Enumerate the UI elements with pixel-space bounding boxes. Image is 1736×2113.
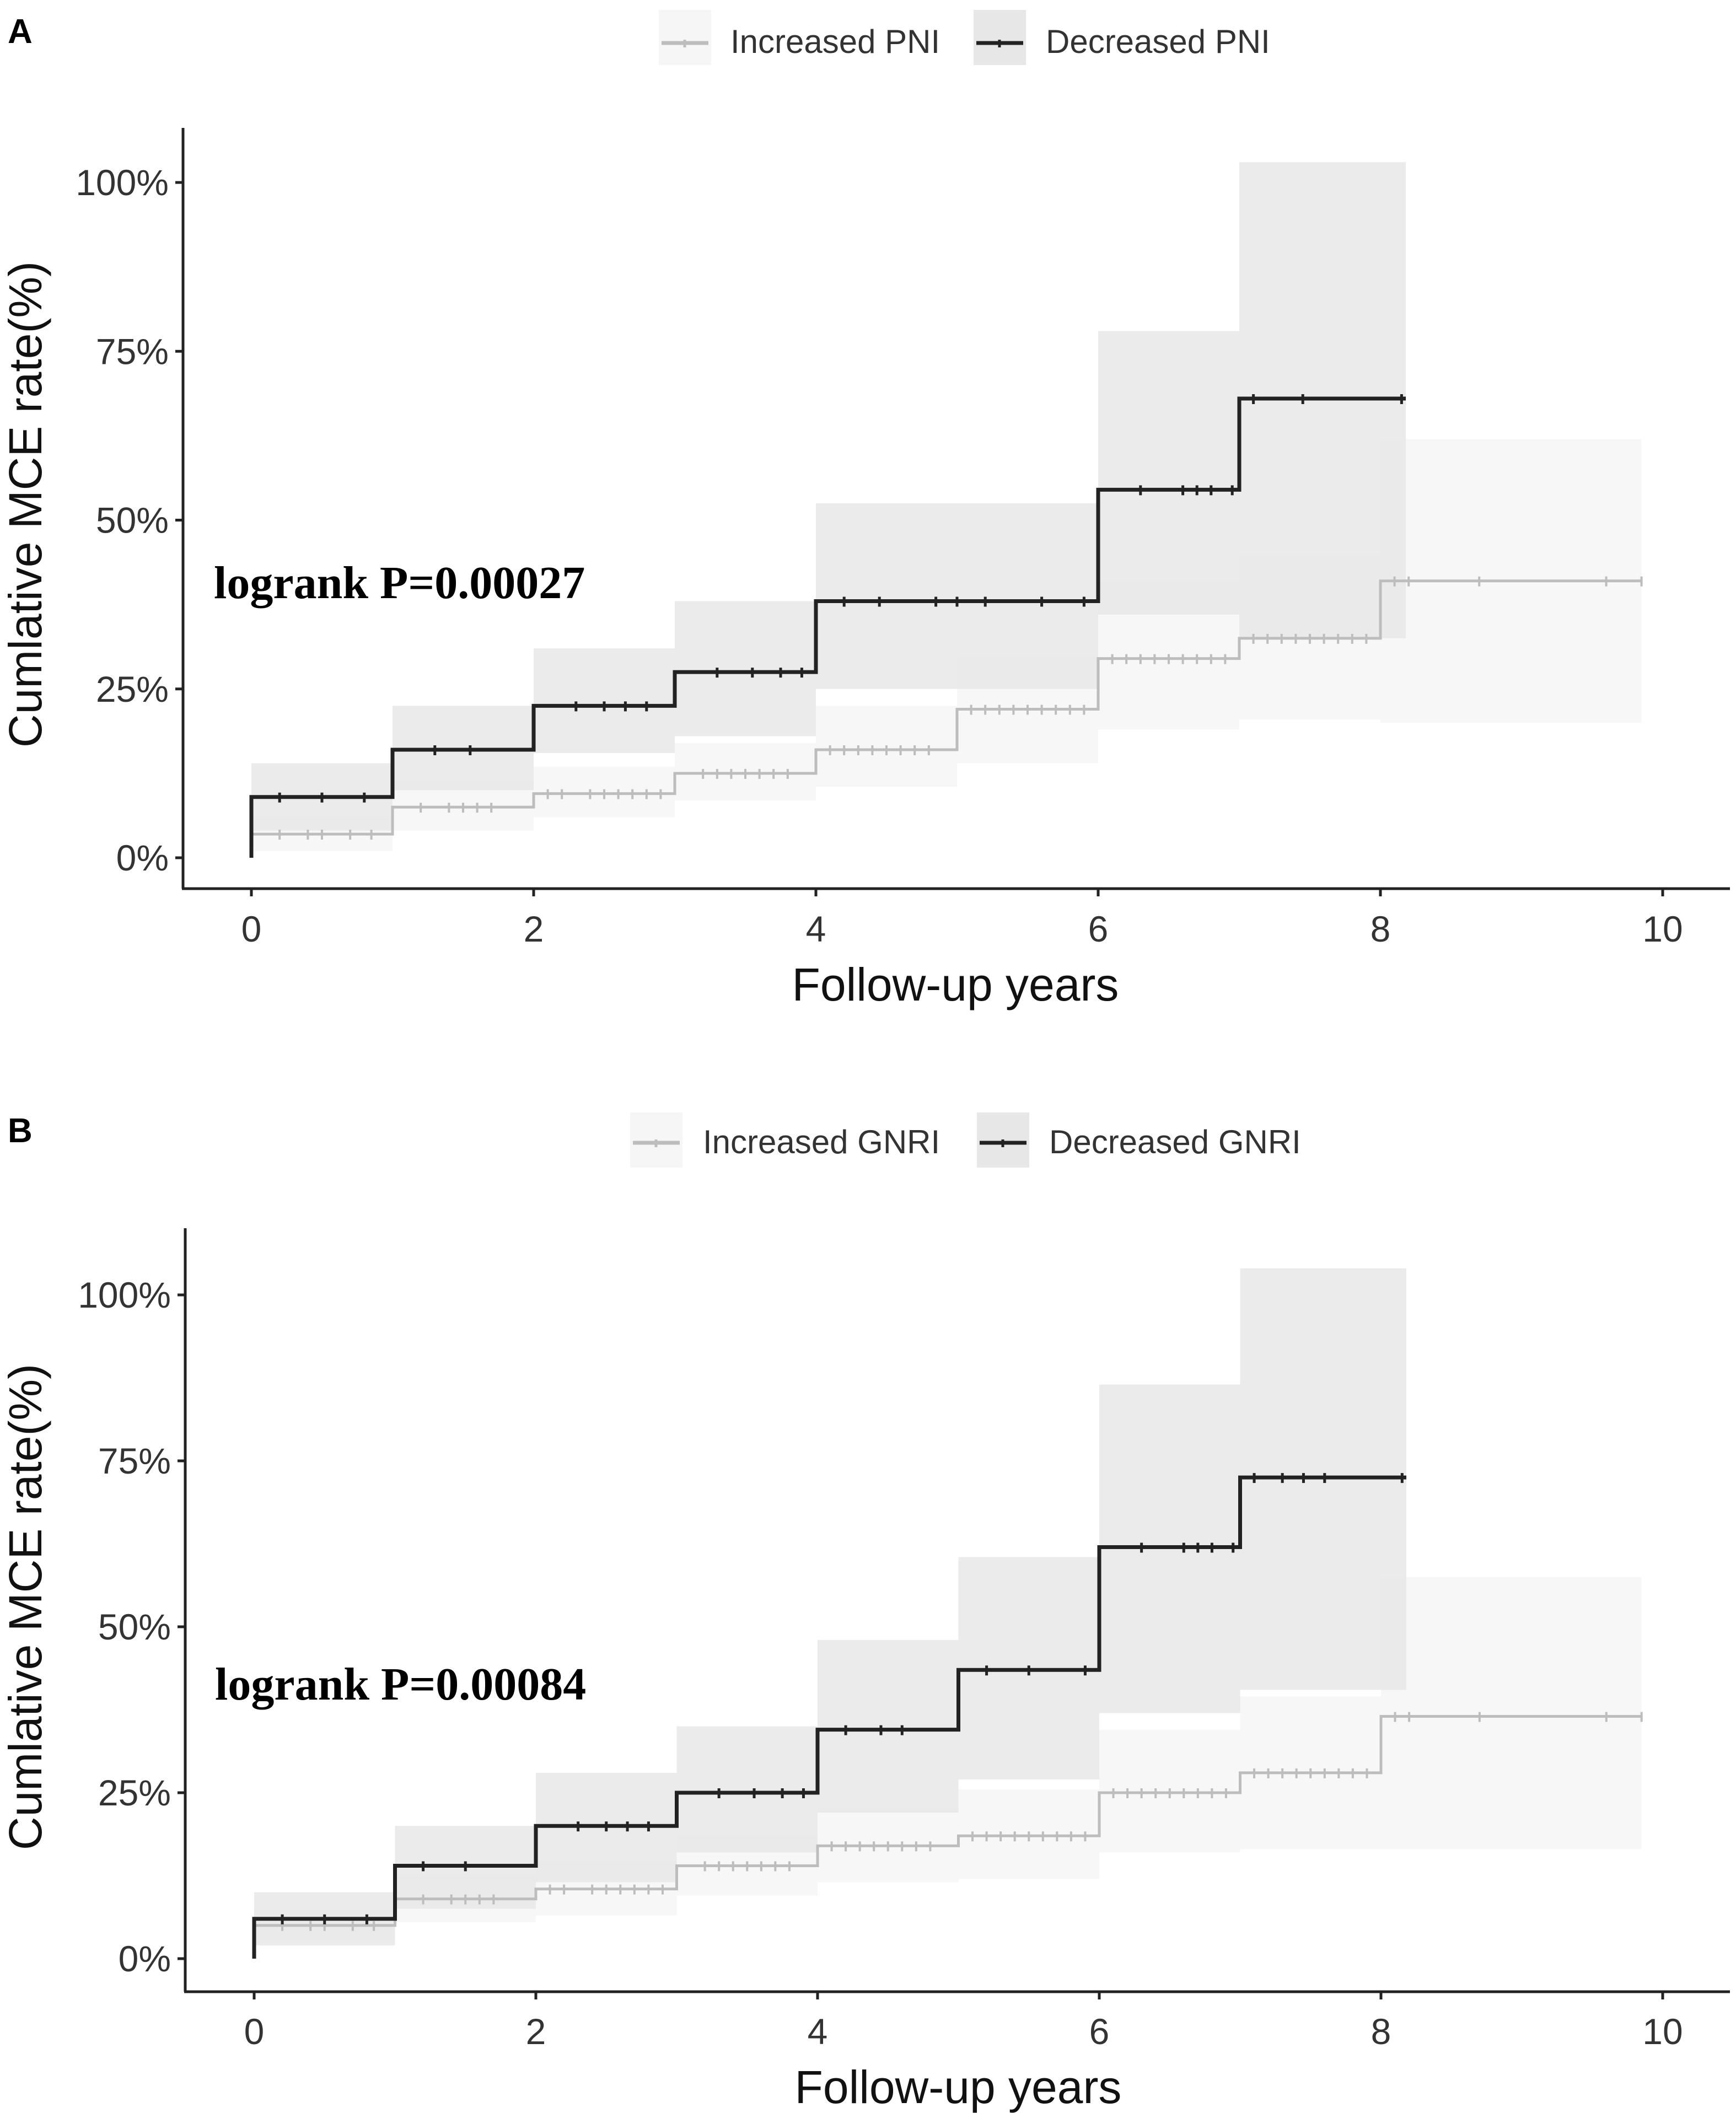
y-tick-label: 25% <box>96 669 169 709</box>
x-ticks: 0 2 4 6 8 10 <box>241 889 1683 949</box>
legend-label: Decreased GNRI <box>1049 1123 1301 1160</box>
x-tick-label: 4 <box>806 908 826 949</box>
x-tick-label: 10 <box>1642 2011 1683 2052</box>
x-axis-title: Follow-up years <box>795 2061 1122 2113</box>
y-tick-label: 50% <box>98 1606 171 1647</box>
y-tick-label: 75% <box>98 1440 171 1481</box>
panel-label: B <box>8 1112 33 1150</box>
legend-item-decreased[interactable]: Decreased PNI <box>974 10 1270 65</box>
x-tick-label: 10 <box>1642 908 1683 949</box>
ci-band-segment <box>1381 1577 1642 1849</box>
legend: Increased GNRI Decreased GNRI <box>630 1112 1301 1168</box>
y-tick-label: 100% <box>76 162 169 203</box>
y-tick-label: 25% <box>98 1772 171 1813</box>
x-tick-label: 4 <box>808 2011 828 2052</box>
y-axis-title: Cumlative MCE rate(%) <box>0 261 51 748</box>
legend-key-box <box>659 10 711 65</box>
ci-band-segment <box>675 601 816 736</box>
censor-marks-increased <box>278 576 1643 840</box>
legend-item-increased[interactable]: Increased GNRI <box>630 1112 940 1168</box>
panel-a: A Increased PNI Decreased PNI 0% 25% 50% 75… <box>0 10 1730 1010</box>
y-axis-title: Cumlative MCE rate(%) <box>0 1364 51 1850</box>
censor-marks-decreased <box>281 1473 1404 1924</box>
x-tick-label: 8 <box>1370 908 1391 949</box>
x-tick-label: 2 <box>524 908 544 949</box>
y-tick-label: 100% <box>78 1275 171 1315</box>
legend-key-box <box>974 10 1026 65</box>
y-tick-label: 0% <box>116 837 169 878</box>
ci-band-segment <box>534 648 675 754</box>
plot-area <box>252 1268 1643 1959</box>
panel-b: B Increased GNRI Decreased GNRI 0% 25% 50%… <box>0 1112 1730 2113</box>
x-tick-label: 6 <box>1088 908 1109 949</box>
y-tick-label: 0% <box>119 1938 171 1979</box>
x-tick-label: 6 <box>1089 2011 1110 2052</box>
x-axis-title: Follow-up years <box>792 959 1119 1010</box>
logrank-annotation: logrank P=0.00084 <box>215 1659 586 1710</box>
x-tick-label: 0 <box>244 2011 265 2052</box>
legend-label: Increased GNRI <box>703 1123 940 1160</box>
censor-marks-decreased <box>278 394 1403 803</box>
ci-band-segment <box>676 1726 818 1853</box>
censor-marks-increased <box>281 1712 1643 1931</box>
km-curve-increased <box>250 579 1642 858</box>
legend: Increased PNI Decreased PNI <box>659 10 1270 65</box>
ci-band-segment <box>816 503 1098 689</box>
x-tick-label: 0 <box>241 908 262 949</box>
y-tick-label: 75% <box>96 331 169 372</box>
km-curve-decreased <box>252 1475 1406 1959</box>
y-tick-label: 50% <box>96 500 169 541</box>
km-curve-decreased <box>249 396 1406 858</box>
panel-label: A <box>8 13 33 51</box>
plot-area <box>249 162 1643 858</box>
ci-band-segment <box>1098 331 1239 615</box>
logrank-annotation: logrank P=0.00027 <box>214 557 585 609</box>
y-ticks: 0% 25% 50% 75% 100% <box>78 1275 185 1979</box>
legend-label: Increased PNI <box>730 23 940 60</box>
x-tick-label: 8 <box>1371 2011 1391 2052</box>
y-ticks: 0% 25% 50% 75% 100% <box>76 162 183 878</box>
legend-label: Decreased PNI <box>1046 23 1270 60</box>
legend-item-decreased[interactable]: Decreased GNRI <box>977 1112 1301 1168</box>
x-ticks: 0 2 4 6 8 10 <box>244 1992 1683 2052</box>
ci-band-segment <box>818 1640 959 1813</box>
legend-item-increased[interactable]: Increased PNI <box>659 10 940 65</box>
x-tick-label: 2 <box>526 2011 546 2052</box>
